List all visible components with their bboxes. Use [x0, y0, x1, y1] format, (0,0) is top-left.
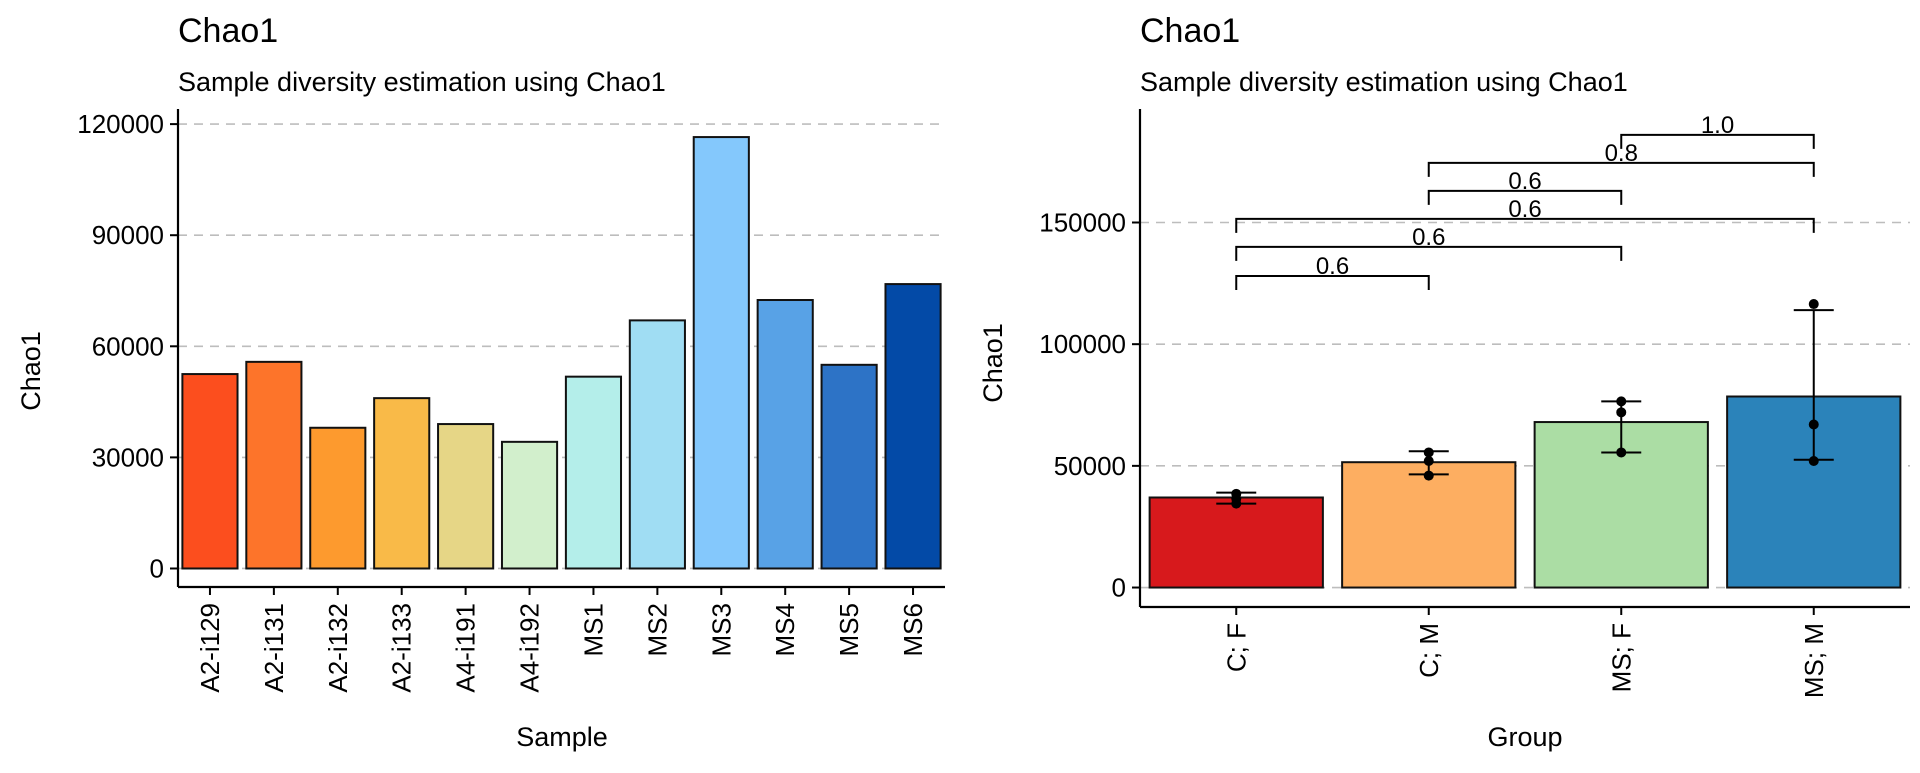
- left-x-tick-label: A2-i131: [259, 603, 289, 693]
- left-y-axis-label: Chao1: [16, 331, 46, 411]
- left-bar-a2-i129: [181, 373, 239, 570]
- left-bar-a4-i191: [437, 423, 495, 570]
- left-x-tick-label: A2-i129: [195, 603, 225, 693]
- right-comparison-bracket: [1235, 245, 1623, 261]
- left-bar-ms3: [692, 136, 750, 570]
- left-bar-a2-i133: [373, 397, 431, 570]
- right-y-axis-label: Chao1: [978, 323, 1008, 403]
- right-comparison-pvalue: 1.0: [1701, 112, 1734, 139]
- left-plot-area: 0 30000 60000 90000 120000 A2-i129 A2-i131 A2-i…: [77, 109, 945, 693]
- left-bar-a2-i131: [245, 360, 303, 570]
- right-comparison-bracket: [1427, 189, 1623, 205]
- right-y-tick-label: 100000: [1039, 329, 1126, 359]
- right-data-point: [1231, 488, 1242, 499]
- left-x-tick-label: MS4: [770, 603, 800, 656]
- left-chart-title: Chao1: [178, 12, 278, 50]
- right-bar-group-1: [1341, 461, 1517, 589]
- right-data-point: [1616, 396, 1627, 407]
- right-comparison-bracket: [1235, 217, 1815, 233]
- right-data-point: [1423, 470, 1434, 481]
- right-comparison-bracket: [1620, 133, 1815, 149]
- right-x-tick-label: C; F: [1221, 623, 1251, 672]
- right-data-point: [1423, 447, 1434, 458]
- left-bar-ms2: [628, 319, 686, 570]
- right-bar-group-0: [1148, 496, 1324, 589]
- left-bar-a4-i192: [500, 440, 559, 570]
- left-bar-ms4: [756, 299, 814, 570]
- left-x-tick-label: A4-i191: [451, 603, 481, 693]
- right-data-point: [1616, 407, 1627, 418]
- right-data-point: [1423, 455, 1434, 466]
- left-chart-subtitle: Sample diversity estimation using Chao1: [178, 67, 666, 97]
- left-y-tick-label: 120000: [77, 109, 164, 139]
- left-bar-ms1: [564, 375, 623, 570]
- right-data-point: [1808, 299, 1819, 310]
- right-x-tick-label: MS; M: [1799, 623, 1829, 698]
- right-data-point: [1808, 419, 1819, 430]
- left-y-tick-label: 0: [150, 553, 164, 583]
- right-chart-title: Chao1: [1140, 12, 1240, 50]
- right-comparison-pvalue: 0.6: [1412, 224, 1445, 251]
- left-x-axis-label: Sample: [516, 722, 608, 752]
- right-x-tick-label: MS; F: [1606, 623, 1636, 692]
- right-y-tick-label: 0: [1112, 573, 1126, 603]
- right-x-axis-label: Group: [1487, 722, 1562, 752]
- left-bar-ms5: [820, 363, 878, 570]
- left-x-tick-label: MS6: [898, 603, 928, 656]
- right-comparison-pvalue: 0.6: [1508, 196, 1541, 223]
- left-y-tick-label: 60000: [92, 331, 164, 361]
- right-y-tick-label: 150000: [1039, 208, 1126, 238]
- right-comparison-bracket: [1235, 275, 1430, 291]
- left-bar-a2-i132: [309, 426, 367, 570]
- left-x-tick-label: A2-i132: [323, 603, 353, 693]
- left-y-tick-label: 30000: [92, 442, 164, 472]
- right-data-point: [1616, 447, 1627, 458]
- right-comparison-pvalue: 0.6: [1316, 253, 1349, 280]
- right-x-tick-label: C; M: [1414, 623, 1444, 678]
- left-x-tick-label: MS5: [834, 603, 864, 656]
- left-bar-ms6: [884, 283, 942, 570]
- right-chart-subtitle: Sample diversity estimation using Chao1: [1140, 67, 1628, 97]
- left-x-tick-label: MS1: [578, 603, 608, 656]
- left-x-tick-label: MS3: [706, 603, 736, 656]
- right-data-point: [1808, 455, 1819, 466]
- left-x-tick-label: MS2: [642, 603, 672, 656]
- right-comparison-pvalue: 0.6: [1508, 168, 1541, 195]
- left-x-tick-label: A4-i192: [515, 603, 545, 693]
- left-y-tick-label: 90000: [92, 220, 164, 250]
- right-y-tick-label: 50000: [1054, 451, 1126, 481]
- left-x-tick-label: A2-i133: [387, 603, 417, 693]
- right-comparison-bracket: [1427, 161, 1815, 177]
